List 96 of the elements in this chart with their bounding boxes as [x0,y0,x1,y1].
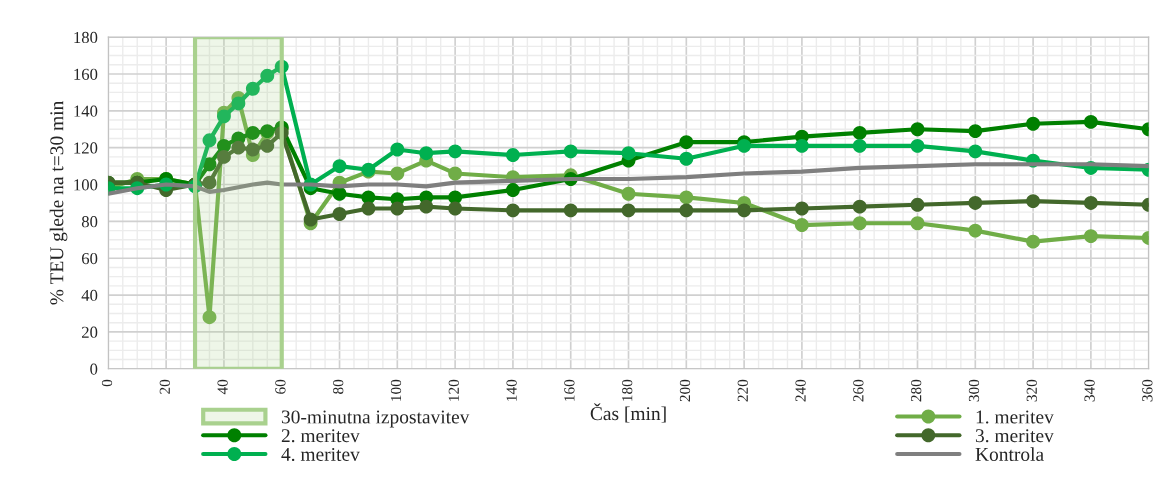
x-tick-label: 320 [1026,379,1037,402]
point [621,186,636,201]
point [679,203,694,218]
x-axis-title: Čas [min] [590,403,666,423]
point [852,199,867,214]
y-tick-label: 160 [74,68,98,80]
point [448,144,463,159]
point [202,133,217,148]
point [245,125,260,140]
point [910,216,925,231]
point [332,207,347,221]
point [794,218,809,232]
legend-label: 30-minutna izpostavitev [281,410,470,428]
point [390,142,405,157]
point [260,68,275,83]
x-tick-label: 80 [333,379,344,394]
y-axis-title: % TEU glede na t=30 min [49,101,68,305]
point [505,148,520,162]
x-tick-label: 60 [275,379,286,394]
y-tick-label: 0 [90,363,98,375]
point [910,122,925,137]
point [621,146,636,161]
point [737,203,752,218]
y-tick-label: 120 [74,142,98,154]
point [794,138,809,153]
point [231,96,246,111]
point [448,166,463,181]
x-tick-label: 40 [217,379,228,395]
point [679,135,694,150]
y-tick-label: 60 [81,252,98,265]
point [968,223,983,238]
point [216,109,231,124]
point [390,201,405,216]
point [621,203,636,218]
point [679,151,694,166]
x-tick-label: 160 [564,379,575,401]
point [202,310,217,325]
x-tick-label: 120 [448,379,459,401]
point [245,142,260,157]
point [332,186,347,201]
point [852,216,867,231]
x-tick-label: 0 [101,379,113,387]
point [1083,229,1098,244]
point [216,149,231,164]
x-tick-label: 20 [159,379,170,394]
point [419,199,434,214]
point [505,203,520,218]
x-tick-label: 240 [795,379,806,402]
point [1026,234,1041,249]
point [1026,116,1041,131]
x-tick-label: 260 [853,379,864,402]
legend-label: 4. meritev [281,447,360,462]
point [361,201,376,216]
point [419,146,434,161]
y-tick-label: 40 [81,289,98,302]
x-tick-label: 200 [679,379,691,402]
point [563,144,578,159]
y-tick-label: 180 [74,31,98,44]
point [968,196,983,210]
y-tick-label: 20 [81,326,98,338]
point [1083,196,1098,210]
point [505,183,520,197]
y-tick-label: 100 [74,179,98,191]
point [1083,114,1098,129]
x-tick-label: 340 [1084,379,1095,402]
point [448,201,463,216]
x-tick-label: 280 [911,379,922,402]
y-tick-label: 140 [74,105,98,117]
point [231,140,246,155]
y-tick-label: 80 [81,216,98,228]
legend-label: 3. meritev [975,429,1054,443]
point [245,81,260,96]
x-tick-label: 140 [506,379,517,401]
x-tick-label: 300 [968,379,980,402]
point [852,138,867,153]
point [1026,194,1041,209]
x-tick-label: 220 [737,379,748,402]
point [390,166,405,181]
point [910,138,925,153]
x-tick-label: 180 [622,379,633,401]
legend-label: 2. meritev [281,429,360,443]
point [794,201,809,216]
point [968,124,983,139]
point [679,190,694,205]
point [563,203,578,218]
x-tick-label: 100 [390,379,402,401]
point [968,144,983,159]
point [852,125,867,140]
legend-label: Kontrola [975,447,1044,461]
point [202,175,217,190]
legend-label: 1. meritev [976,410,1054,424]
point [332,159,347,174]
point [910,197,925,212]
point [303,212,318,227]
point [260,138,275,153]
x-tick-label: 360 [1142,379,1153,402]
